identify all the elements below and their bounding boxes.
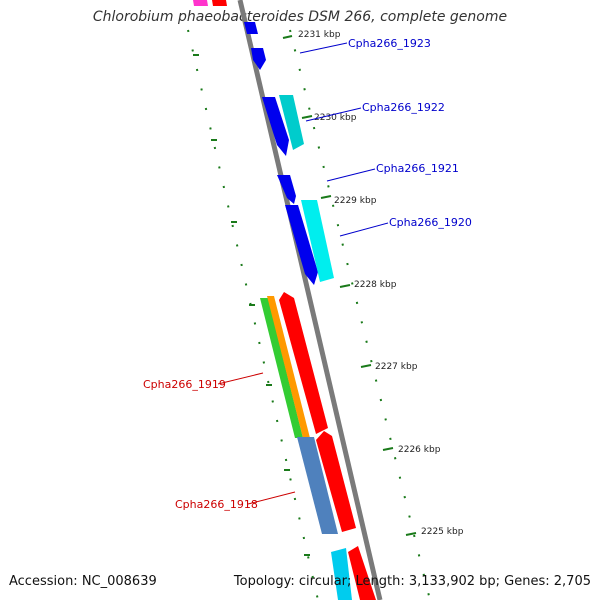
scale-label-2227: 2227 kbp — [375, 362, 418, 372]
gene-green-1919 — [260, 298, 303, 438]
scale-label-2228: 2228 kbp — [354, 280, 397, 290]
leader-1920 — [339, 222, 389, 237]
scale-major-ticks — [282, 35, 417, 536]
gene-label-1918: Cpha266_1918 — [175, 498, 258, 511]
gene-steelblue-1918 — [297, 437, 338, 534]
leader-1923 — [299, 42, 348, 54]
gene-blue-1920 — [285, 205, 318, 285]
gene-label-1923: Cpha266_1923 — [348, 37, 431, 50]
scale-major-ticks-outer — [193, 54, 310, 556]
gene-label-1920: Cpha266_1920 — [389, 216, 472, 229]
gene-magenta-top — [193, 0, 208, 6]
gene-cyan-1920 — [301, 200, 334, 282]
genome-stats: Topology: circular; Length: 3,133,902 bp… — [233, 574, 591, 589]
scale-label-2229: 2229 kbp — [334, 196, 377, 206]
gene-blue-1923b — [251, 48, 266, 70]
gene-label-1921: Cpha266_1921 — [376, 162, 459, 175]
leader-1922 — [305, 107, 362, 122]
scale-label-2231: 2231 kbp — [298, 30, 341, 40]
leader-1919 — [217, 372, 264, 385]
gene-red-top — [212, 0, 227, 6]
scale-label-2226: 2226 kbp — [398, 445, 441, 455]
gene-red-bottom — [348, 546, 376, 600]
gene-cyan-1922 — [279, 95, 304, 150]
gene-blue-1923a — [244, 22, 258, 34]
gene-blue-1922 — [262, 97, 289, 156]
gene-label-1919: Cpha266_1919 — [143, 378, 226, 391]
scale-label-2225: 2225 kbp — [421, 527, 464, 537]
outer-scale-line — [187, 29, 319, 600]
gene-label-1922: Cpha266_1922 — [362, 101, 445, 114]
genome-title: Chlorobium phaeobacteroides DSM 266, com… — [92, 9, 508, 25]
gene-orange-1919 — [267, 296, 310, 438]
scale-label-2230: 2230 kbp — [314, 113, 357, 123]
leader-1921 — [326, 168, 376, 182]
gene-blue-1921 — [277, 175, 296, 204]
gene-cyan-bottom — [331, 548, 352, 600]
gene-red-1919 — [279, 292, 328, 434]
leader-1918 — [247, 491, 296, 505]
gene-red-1918 — [316, 431, 356, 532]
accession-label: Accession: NC_008639 — [9, 574, 157, 589]
